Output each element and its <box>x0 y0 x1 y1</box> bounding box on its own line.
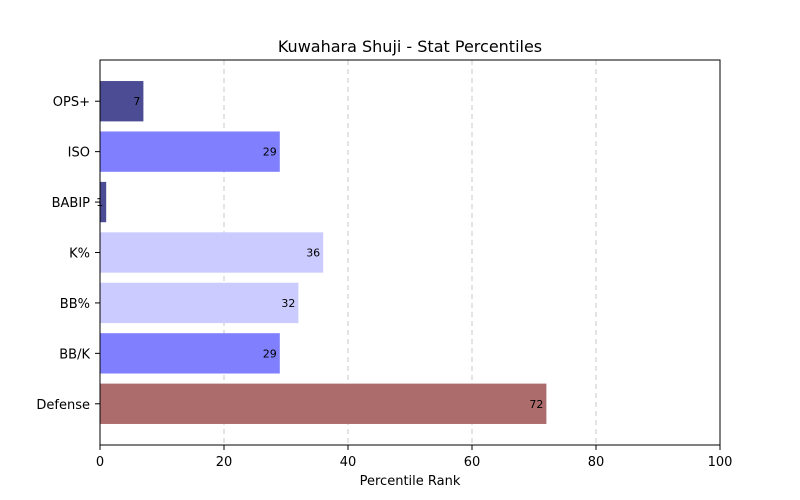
y-tick-label-bb: BB% <box>60 297 90 312</box>
x-tick-label-80: 80 <box>588 455 605 470</box>
y-axis-ticks: OPS+ ISO BABIP K% BB% BB/K Defense <box>36 95 100 413</box>
bar-bb <box>100 282 299 324</box>
x-tick-label-20: 20 <box>216 455 233 470</box>
data-label-iso: 29 <box>263 146 277 159</box>
y-tick-label-defense: Defense <box>36 398 90 413</box>
data-label-k: 36 <box>306 247 320 260</box>
x-axis-label: Percentile Rank <box>360 474 461 489</box>
bar-k <box>100 232 324 273</box>
data-label-defense: 72 <box>529 398 543 411</box>
data-label-ops: 7 <box>133 95 140 108</box>
bar-iso <box>100 131 280 172</box>
x-tick-label-100: 100 <box>708 455 733 470</box>
y-tick-label-bb-k: BB/K <box>59 347 90 362</box>
bar-babip <box>100 181 107 223</box>
y-tick-label-iso: ISO <box>68 146 90 161</box>
chart-title: Kuwahara Shuji - Stat Percentiles <box>278 37 542 56</box>
y-tick-label-babip: BABIP <box>52 196 91 211</box>
data-label-bb-k: 29 <box>263 347 277 360</box>
x-tick-label-0: 0 <box>96 455 104 470</box>
x-axis-ticks: 0 20 40 60 80 100 <box>96 445 733 470</box>
data-label-bb: 32 <box>281 297 295 310</box>
x-tick-label-40: 40 <box>340 455 357 470</box>
x-tick-label-60: 60 <box>464 455 481 470</box>
bar-defense <box>100 383 547 424</box>
bar-ops <box>100 81 144 122</box>
bars: 729136322972 <box>96 81 547 424</box>
bar-bb-k <box>100 333 280 374</box>
y-tick-label-ops: OPS+ <box>53 95 90 110</box>
y-tick-label-k: K% <box>69 247 90 262</box>
